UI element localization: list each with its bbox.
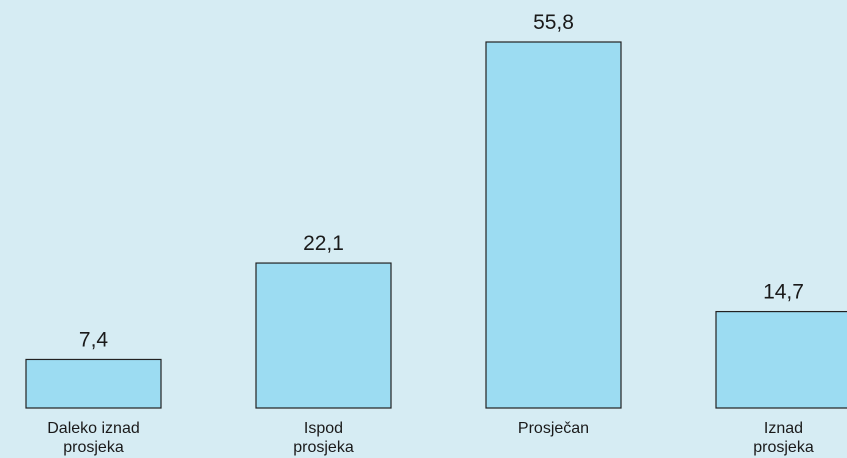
category-label-4-line-2: prosjeka — [753, 439, 814, 456]
bar-3 — [485, 41, 622, 409]
value-label-1: 7,4 — [79, 328, 109, 351]
bar-4 — [715, 310, 847, 409]
category-label-2-line-2: prosjeka — [293, 439, 354, 456]
category-label-4-line-1: Iznad — [764, 420, 803, 437]
value-label-3: 55,8 — [533, 11, 574, 34]
value-label-2: 22,1 — [303, 232, 344, 255]
category-labels-layer: Daleko iznad prosjeka Ispod prosjeka Prosječ… — [47, 420, 814, 456]
category-label-1-line-1: Daleko iznad — [47, 420, 140, 437]
category-label-3: Prosječan — [518, 420, 589, 437]
category-label-1-line-2: prosjeka — [63, 439, 124, 456]
value-label-4: 14,7 — [763, 281, 804, 304]
bar-1 — [25, 358, 162, 409]
value-labels-layer: 7,4 22,1 55,8 14,7 — [79, 11, 804, 351]
category-label-2-line-1: Ispod — [304, 420, 343, 437]
bar-2 — [255, 262, 392, 409]
bars-layer — [25, 41, 847, 409]
